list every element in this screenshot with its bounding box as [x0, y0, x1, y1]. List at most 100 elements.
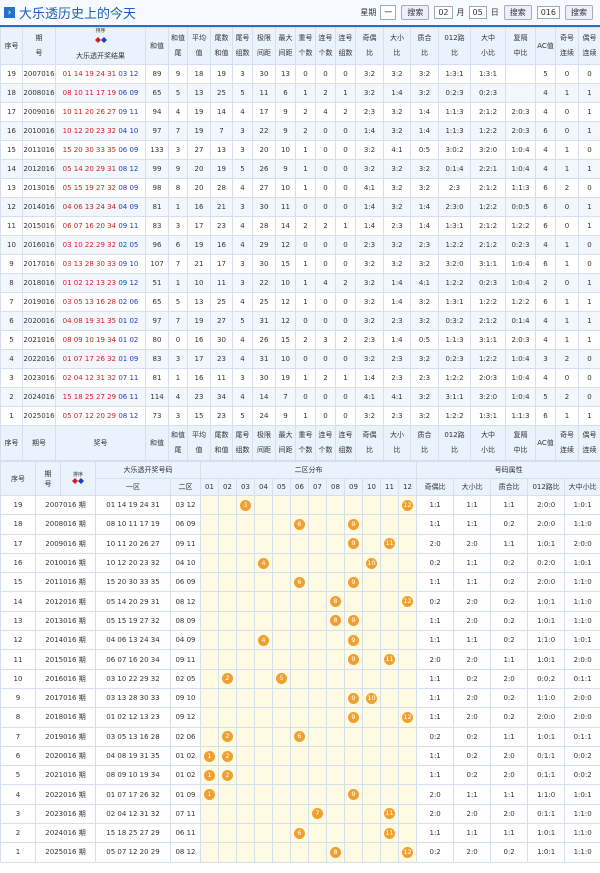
sort-diamonds [72, 477, 84, 484]
header-text: 号 [44, 479, 52, 488]
dist-cell [272, 630, 291, 651]
attr-cell: 2:0:0 [564, 707, 600, 728]
stat-cell: 11 [210, 368, 233, 388]
seq-cell: 17 [0, 102, 23, 122]
group-header: 二区分布 [199, 461, 418, 479]
dist-cell [397, 533, 418, 554]
column-header: 奖号 [55, 425, 146, 461]
stat-cell: 4 [232, 330, 253, 350]
attr-cell: 0:2 [453, 726, 492, 747]
stat-cell: 1 [555, 254, 579, 274]
front-numbers: 01 14 19 24 31 [62, 70, 117, 78]
search-button[interactable]: 搜索 [401, 5, 430, 20]
search-button[interactable]: 搜索 [503, 5, 532, 20]
stat-cell: 2:1:2 [470, 216, 506, 236]
hit-ball: 9 [348, 789, 359, 801]
table-row: 4 2022016 期 01 07 17 26 32 01 09 1 9 2:0 1:1 1:1… [0, 784, 600, 805]
hit-ball: 2 [222, 750, 233, 762]
attr-cell: 1:1 [453, 572, 492, 593]
table-row: 3 2023016 02 04 12 31 32 07 11 81 1 16 11 3 30 19… [0, 368, 600, 388]
column-header: 平均值 [187, 27, 211, 65]
issue-cell: 2007016 期 [35, 494, 96, 516]
stat-cell: 0:2:3 [438, 83, 471, 103]
back-cell: 01 02 [170, 765, 201, 786]
stat-cell: 1 [555, 159, 579, 179]
dist-cell [326, 687, 345, 709]
stat-cell: 0 [295, 64, 316, 84]
stat-cell: 1 [578, 311, 600, 331]
back-cell: 04 09 [170, 630, 201, 651]
sort-icon[interactable] [57, 34, 145, 49]
stat-cell: 1:3:1 [470, 406, 506, 426]
dist-cell [272, 784, 291, 805]
dist-cell [308, 784, 327, 805]
stat-cell: 1 [335, 368, 356, 388]
stat-cell: 1:2:2 [438, 273, 471, 293]
back-cell: 09 11 [170, 649, 201, 670]
attr-cell: 0:2 [490, 687, 529, 709]
back-numbers: 09 11 [118, 108, 139, 116]
stat-cell: 0:0:5 [505, 197, 536, 217]
search-button[interactable]: 搜索 [565, 5, 593, 20]
column-header: 大小比 [383, 27, 411, 65]
stat-cell: 0 [315, 311, 336, 331]
stat-cell: 9 [275, 406, 296, 426]
dist-cell [254, 803, 273, 825]
seq-cell: 18 [0, 83, 23, 103]
dist-cell: 12 [397, 591, 418, 612]
stat-cell: 1 [578, 216, 600, 236]
stat-cell: 1:2:2 [505, 216, 536, 236]
stat-cell: 20 [187, 159, 211, 179]
stat-cell: 14 [210, 102, 233, 122]
stat-cell: 19 [210, 159, 233, 179]
stat-cell: 26 [252, 159, 276, 179]
dist-cell [272, 552, 291, 574]
column-header: AC值 [535, 425, 556, 461]
stat-cell: 27 [187, 140, 211, 160]
seq-cell: 12 [0, 630, 36, 651]
stat-cell: 6 [535, 121, 556, 141]
group-header: 大乐透开奖号码 [95, 461, 201, 479]
stat-cell: 3:2 [410, 254, 439, 274]
stat-cell: 3:2 [355, 83, 384, 103]
header-text: 极限 [257, 431, 271, 439]
stat-cell: 0 [578, 64, 600, 84]
dist-cell [272, 765, 291, 786]
year-input[interactable]: 016 [536, 6, 560, 19]
stat-cell: 4 [232, 387, 253, 407]
sort-icon[interactable] [62, 477, 95, 486]
header-text: 号 [35, 49, 43, 57]
issue-cell: 2019016 [22, 292, 56, 312]
dist-cell [218, 494, 237, 516]
stat-cell: 1:2:2 [470, 292, 506, 312]
dist-cell [254, 572, 273, 593]
dist-cell: 9 [344, 610, 363, 632]
stat-cell: 12 [275, 311, 296, 331]
stat-cell: 0 [555, 64, 579, 84]
dist-cell [272, 610, 291, 632]
front-cell: 05 07 12 20 29 [95, 842, 171, 863]
back-cell: 07 11 [170, 803, 201, 825]
dist-cell [380, 514, 399, 535]
stat-cell: 1:1:3 [438, 330, 471, 350]
stat-cell: 5 [232, 311, 253, 331]
front-numbers: 05 14 20 29 31 [62, 165, 117, 173]
column-header: 极限 间距 [252, 27, 276, 65]
header-text: 最大 [278, 34, 293, 42]
header-text: 连续 [560, 446, 574, 454]
day-select[interactable]: 05 [468, 6, 487, 19]
dist-cell [236, 514, 255, 535]
dist-cell [254, 610, 273, 632]
hit-ball: 12 [402, 596, 414, 608]
month-select[interactable]: 02 [434, 6, 453, 19]
week-select[interactable]: 一 [380, 5, 397, 20]
front-numbers: 04 06 13 24 34 [62, 203, 117, 211]
stat-cell: 1:2:2 [438, 406, 471, 426]
attr-cell: 0:2 [490, 552, 529, 574]
back-numbers: 09 11 [118, 222, 139, 230]
seq-cell: 10 [0, 235, 23, 255]
back-numbers: 08 12 [118, 412, 139, 420]
dist-cell: 11 [380, 823, 399, 844]
front-cell: 04 08 19 31 35 [95, 745, 171, 767]
